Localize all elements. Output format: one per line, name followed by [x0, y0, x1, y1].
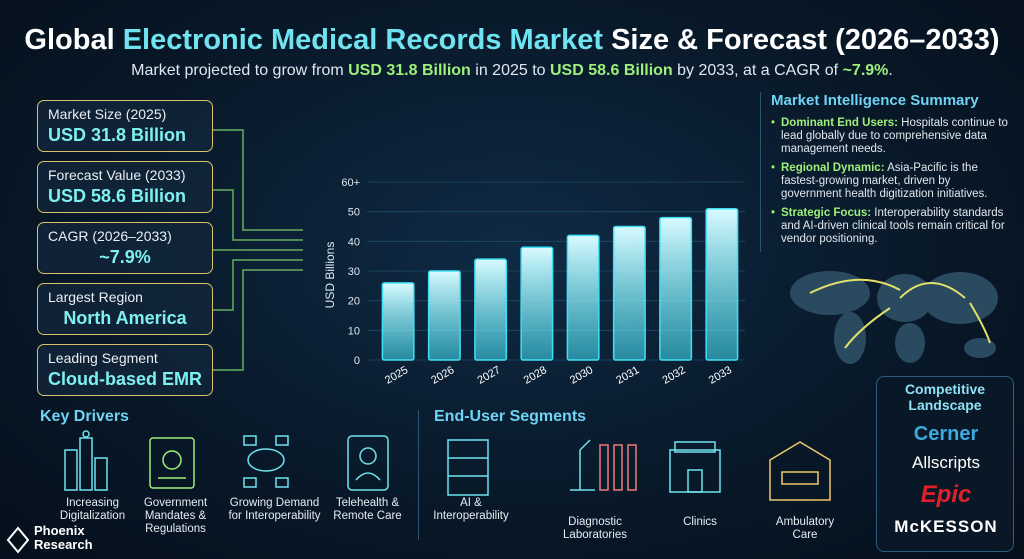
x-tick-label: 2033: [707, 364, 734, 387]
brand: Phoenix Research: [34, 524, 93, 552]
divider: [418, 410, 419, 540]
metric-value: USD 58.6 Billion: [48, 186, 187, 206]
summary-item: Dominant End Users: Hospitals continue t…: [771, 117, 1010, 156]
x-tick-label: 2030: [568, 364, 595, 387]
summary-item: Regional Dynamic: Asia-Pacific is the fa…: [771, 162, 1010, 201]
bar: [381, 282, 415, 361]
x-tick-label: 2028: [522, 364, 549, 387]
subtitle-part: USD 31.8 Billion: [348, 62, 471, 79]
subtitle-part: .: [888, 62, 893, 79]
summary-lead: Strategic Focus:: [781, 207, 872, 219]
brand-line: Phoenix: [34, 523, 85, 538]
subtitle-part: by 2033, at a CAGR of: [672, 62, 843, 79]
y-tick-label: 10: [348, 325, 360, 337]
driver-label: Growing Demand for Interoperability: [228, 497, 321, 522]
competitive-panel: Competitive Landscape Cerner Allscripts …: [876, 376, 1014, 552]
segment-icons: [447, 439, 831, 501]
bar: [520, 246, 554, 361]
metric-label: Market Size (2025): [48, 106, 167, 122]
title-part: Size & Forecast (2026–2033): [603, 24, 1000, 56]
x-tick-label: 2027: [476, 364, 503, 387]
bar: [705, 207, 739, 361]
company: Allscripts: [911, 453, 980, 472]
metric-value: North America: [63, 308, 187, 328]
title-part: Electronic Medical Records Market: [122, 24, 604, 56]
driver-label: Government Mandates & Regulations: [143, 497, 208, 535]
metric-value: Cloud-based EMR: [48, 369, 203, 389]
world-map: [790, 271, 998, 364]
summary-text: Interoperability standards and AI-driven…: [781, 207, 1005, 245]
driver-icons: [64, 430, 389, 491]
metric-card: Largest Region North America: [37, 283, 213, 335]
y-tick-label: 20: [348, 296, 360, 308]
summary-title: Market Intelligence Summary: [771, 92, 979, 109]
subtitle-part: Market projected to grow from: [131, 62, 349, 79]
subtitle-part: USD 58.6 Billion: [550, 62, 673, 79]
title-part: Global: [24, 24, 123, 56]
x-tick-label: 2026: [429, 364, 456, 387]
summary-text: Hospitals continue to lead globally due …: [781, 117, 1008, 155]
summary-lead: Regional Dynamic:: [781, 162, 885, 174]
segment-label: Ambulatory Care: [775, 516, 835, 541]
subtitle-part: in 2025 to: [470, 62, 550, 79]
panel-title: Competitive Landscape: [904, 381, 986, 413]
y-axis-label: USD Billions: [323, 242, 337, 309]
metric-card: Leading Segment Cloud-based EMR: [37, 344, 213, 396]
bar: [659, 216, 693, 361]
x-tick-label: 2025: [383, 364, 410, 387]
summary-lead: Dominant End Users:: [781, 117, 898, 129]
summary-text: Asia-Pacific is the fastest-growing mark…: [781, 162, 988, 200]
driver-label: Increasing Digitalization: [59, 497, 126, 522]
brand-logo: [6, 526, 30, 554]
metric-card: CAGR (2026–2033) ~7.9%: [37, 222, 213, 274]
bar: [474, 258, 508, 361]
metric-label: Leading Segment: [48, 350, 158, 366]
metric-label: Forecast Value (2033): [48, 167, 186, 183]
driver-label: Telehealth & Remote Care: [333, 497, 402, 522]
brand-line: Research: [34, 537, 93, 552]
bar: [612, 225, 646, 361]
company: Cerner: [913, 423, 979, 445]
segment-label: Clinics: [683, 516, 717, 528]
subtitle: Market projected to grow from USD 31.8 B…: [0, 62, 1024, 80]
metric-card: Forecast Value (2033) USD 58.6 Billion: [37, 161, 213, 213]
title: Global Electronic Medical Records Market…: [0, 24, 1024, 57]
subtitle-part: ~7.9%: [842, 62, 889, 79]
section-title: Key Drivers: [40, 408, 129, 425]
metric-value: USD 31.8 Billion: [48, 125, 187, 145]
y-tick-label: 40: [348, 236, 360, 248]
y-tick-label: 60+: [341, 177, 360, 189]
summary-panel: Market Intelligence Summary Dominant End…: [760, 92, 1010, 252]
company: McKESSON: [894, 517, 998, 536]
bar: [566, 234, 600, 361]
metric-label: CAGR (2026–2033): [48, 228, 172, 244]
y-tick-label: 0: [354, 355, 360, 367]
bar: [427, 270, 461, 361]
metric-label: Largest Region: [48, 289, 143, 305]
y-tick-label: 30: [348, 266, 360, 278]
x-tick-label: 2031: [614, 364, 641, 387]
y-tick-label: 50: [348, 207, 360, 219]
company: Epic: [920, 481, 972, 508]
x-tick-label: 2032: [661, 364, 688, 387]
circuit-lines: [213, 129, 303, 371]
summary-item: Strategic Focus: Interoperability standa…: [771, 207, 1010, 246]
section-title: End-User Segments: [434, 408, 587, 425]
segment-label: AI & Interoperability: [433, 497, 509, 522]
segment-label: Diagnostic Laboratories: [563, 516, 627, 541]
metric-card: Market Size (2025) USD 31.8 Billion: [37, 100, 213, 152]
metric-value: ~7.9%: [99, 247, 151, 267]
